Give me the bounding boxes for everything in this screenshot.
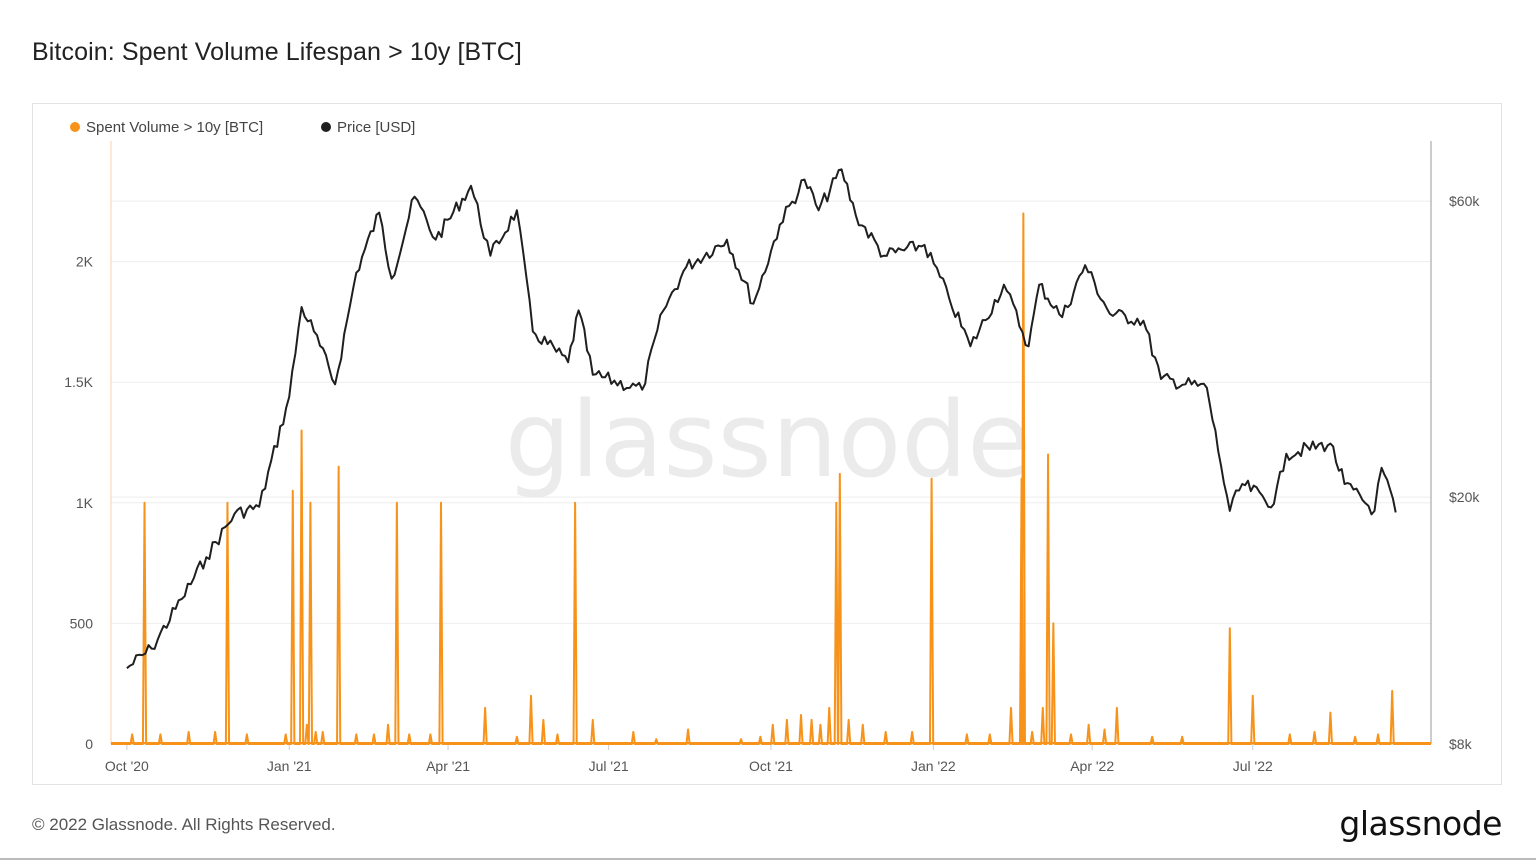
watermark: glassnode — [505, 379, 1032, 501]
x-tick-label: Jul '21 — [589, 758, 629, 774]
x-tick-label: Jan '21 — [267, 758, 312, 774]
x-tick-label: Oct '20 — [105, 758, 149, 774]
chart-title: Bitcoin: Spent Volume Lifespan > 10y [BT… — [32, 38, 522, 66]
y-right-tick: $60k — [1449, 193, 1480, 209]
y-left-tick: 500 — [70, 615, 94, 631]
volume-series — [111, 212, 1431, 745]
legend-label: Spent Volume > 10y [BTC] — [86, 119, 263, 136]
x-tick-label: Oct '21 — [749, 758, 793, 774]
price-series — [126, 168, 1397, 669]
x-tick-label: Apr '22 — [1070, 758, 1114, 774]
y-left-tick: 2K — [76, 254, 94, 270]
y-right-tick: $8k — [1449, 736, 1473, 752]
y-left-tick: 1.5K — [64, 374, 93, 390]
x-tick-label: Jul '22 — [1233, 758, 1273, 774]
x-tick-label: Jan '22 — [911, 758, 956, 774]
legend-marker — [321, 122, 331, 132]
legend: Spent Volume > 10y [BTC] Price [USD] — [70, 119, 415, 136]
chart-canvas: glassnode 0 500 1K 1.5K 2K $8k $20k $60k Oct '20… — [64, 119, 1480, 774]
x-tick-label: Apr '21 — [426, 758, 470, 774]
copyright-text: © 2022 Glassnode. All Rights Reserved. — [32, 815, 336, 834]
y-left-tick: 1K — [76, 495, 94, 511]
axes: 0 500 1K 1.5K 2K $8k $20k $60k Oct '20 Jan '21 Apr… — [64, 141, 1480, 774]
legend-label: Price [USD] — [337, 119, 415, 136]
bottom-divider — [0, 858, 1536, 860]
legend-marker — [70, 122, 80, 132]
y-left-tick: 0 — [85, 736, 93, 752]
glassnode-logo: glassnode — [1339, 804, 1502, 843]
y-right-tick: $20k — [1449, 489, 1480, 505]
price-line — [126, 168, 1397, 669]
chart-panel: glassnode 0 500 1K 1.5K 2K $8k $20k $60k Oct '20… — [32, 103, 1502, 785]
